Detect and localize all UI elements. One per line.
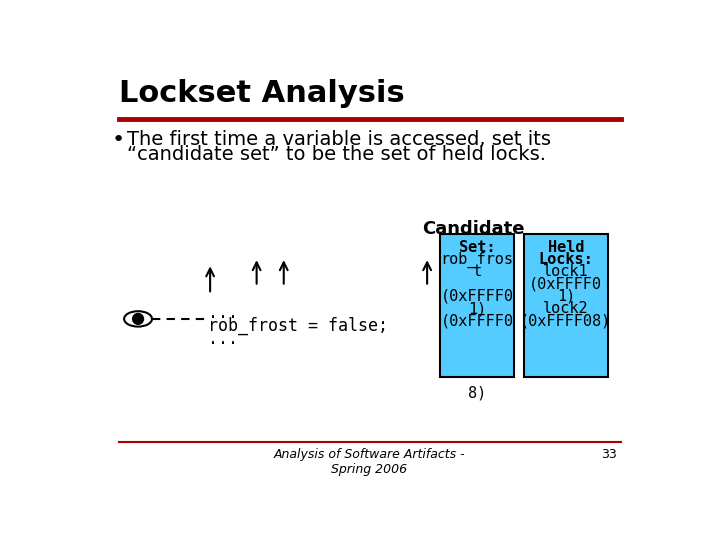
- Circle shape: [132, 314, 143, 325]
- Text: “candidate set” to be the set of held locks.: “candidate set” to be the set of held lo…: [127, 145, 546, 164]
- FancyBboxPatch shape: [524, 234, 608, 377]
- Text: Lockset Analysis: Lockset Analysis: [120, 79, 405, 107]
- Text: rob_fros: rob_fros: [441, 252, 513, 268]
- Text: lock1: lock1: [543, 264, 589, 279]
- Text: 1): 1): [468, 301, 486, 316]
- Text: 8): 8): [468, 386, 486, 401]
- Text: (0xFFFF0: (0xFFFF0: [441, 314, 513, 328]
- Ellipse shape: [124, 311, 152, 327]
- Text: 1): 1): [557, 289, 575, 304]
- Text: Candidate: Candidate: [423, 220, 525, 238]
- Text: Locks:: Locks:: [539, 252, 593, 267]
- Text: (0xFFFF0: (0xFFFF0: [529, 276, 603, 292]
- Text: •: •: [112, 130, 125, 150]
- Text: Set:: Set:: [459, 240, 495, 254]
- Text: ...: ...: [208, 330, 238, 348]
- Text: Analysis of Software Artifacts -
Spring 2006: Analysis of Software Artifacts - Spring …: [273, 448, 465, 476]
- Text: 33: 33: [601, 448, 617, 461]
- Text: rob_frost = false;: rob_frost = false;: [208, 316, 388, 335]
- Text: (0xFFFF08): (0xFFFF08): [521, 314, 611, 328]
- Text: Held: Held: [548, 240, 584, 254]
- Text: (0xFFFF0: (0xFFFF0: [441, 289, 513, 304]
- FancyBboxPatch shape: [441, 234, 514, 377]
- Text: lock2: lock2: [543, 301, 589, 316]
- Text: ...: ...: [208, 303, 238, 321]
- Text: The first time a variable is accessed, set its: The first time a variable is accessed, s…: [127, 130, 552, 149]
- Text: t: t: [472, 264, 482, 279]
